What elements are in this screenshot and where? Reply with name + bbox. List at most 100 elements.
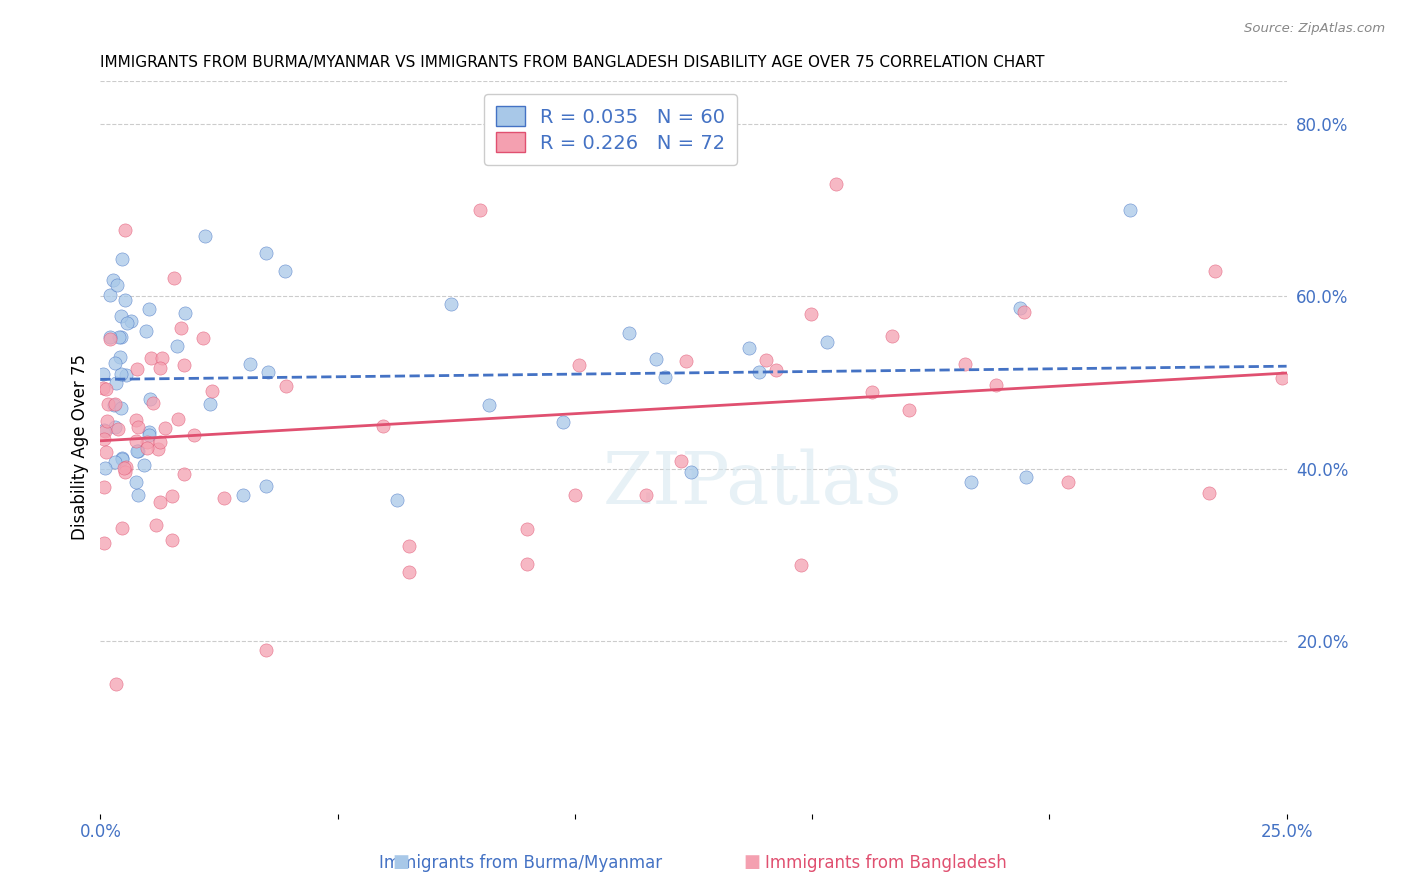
Legend: R = 0.035   N = 60, R = 0.226   N = 72: R = 0.035 N = 60, R = 0.226 N = 72: [484, 95, 737, 165]
Y-axis label: Disability Age Over 75: Disability Age Over 75: [72, 354, 89, 541]
Point: [860, 384, 883, 399]
Point: [276, 379, 298, 393]
Point: [755, 353, 778, 368]
Point: [94, 445, 117, 459]
Point: [239, 357, 262, 371]
Point: [103, 455, 125, 469]
Point: [634, 488, 657, 502]
Point: [960, 475, 983, 490]
Point: [104, 356, 127, 370]
Point: [120, 314, 142, 328]
Point: [135, 324, 157, 338]
Point: [115, 316, 138, 330]
Point: [984, 377, 1007, 392]
Point: [101, 273, 124, 287]
Point: [141, 351, 163, 365]
Point: [150, 351, 173, 366]
Point: [110, 401, 132, 416]
Point: [127, 443, 149, 458]
Point: [114, 223, 136, 237]
Point: [115, 460, 138, 475]
Point: [953, 357, 976, 371]
Point: [93, 432, 115, 446]
Point: [127, 443, 149, 458]
Point: [254, 246, 277, 260]
Point: [747, 365, 769, 379]
Point: [162, 489, 184, 503]
Point: [198, 397, 221, 411]
Point: [138, 302, 160, 317]
Point: [765, 363, 787, 377]
Point: [1198, 486, 1220, 500]
Point: [212, 491, 235, 505]
Point: [173, 467, 195, 482]
Point: [142, 396, 165, 410]
Point: [98, 288, 121, 302]
Text: Immigrants from Bangladesh: Immigrants from Bangladesh: [765, 855, 1007, 872]
Point: [111, 451, 134, 466]
Point: [110, 368, 132, 382]
Point: [257, 365, 280, 379]
Point: [96, 414, 118, 428]
Point: [617, 326, 640, 341]
Point: [815, 335, 838, 350]
Point: [127, 419, 149, 434]
Point: [824, 178, 846, 192]
Point: [96, 382, 118, 396]
Point: [194, 229, 217, 244]
Point: [274, 263, 297, 277]
Point: [111, 521, 134, 535]
Point: [127, 488, 149, 502]
Point: [114, 465, 136, 479]
Point: [232, 488, 254, 502]
Point: [174, 306, 197, 320]
Point: [1057, 475, 1080, 489]
Point: [111, 450, 134, 465]
Point: [790, 558, 813, 572]
Text: ■: ■: [392, 853, 409, 871]
Point: [173, 358, 195, 372]
Point: [110, 330, 132, 344]
Point: [114, 293, 136, 307]
Text: ZIPatlas: ZIPatlas: [603, 449, 903, 519]
Point: [170, 320, 193, 334]
Point: [1014, 470, 1036, 484]
Point: [516, 522, 538, 536]
Point: [115, 368, 138, 383]
Point: [191, 331, 214, 345]
Point: [108, 330, 131, 344]
Point: [1012, 304, 1035, 318]
Point: [468, 203, 491, 218]
Point: [93, 480, 115, 494]
Point: [163, 271, 186, 285]
Text: Immigrants from Burma/Myanmar: Immigrants from Burma/Myanmar: [378, 855, 662, 872]
Point: [645, 351, 668, 366]
Point: [138, 428, 160, 442]
Point: [516, 557, 538, 571]
Point: [800, 307, 823, 321]
Point: [1271, 371, 1294, 385]
Text: ■: ■: [744, 853, 761, 871]
Point: [108, 350, 131, 364]
Point: [478, 397, 501, 411]
Point: [568, 358, 591, 372]
Point: [93, 536, 115, 550]
Point: [112, 460, 135, 475]
Point: [103, 398, 125, 412]
Point: [105, 376, 128, 390]
Point: [371, 418, 394, 433]
Point: [254, 479, 277, 493]
Point: [149, 495, 172, 509]
Point: [104, 420, 127, 434]
Point: [104, 677, 127, 691]
Point: [679, 465, 702, 479]
Point: [105, 278, 128, 293]
Point: [104, 397, 127, 411]
Point: [136, 434, 159, 449]
Point: [387, 492, 409, 507]
Point: [97, 397, 120, 411]
Point: [398, 540, 420, 554]
Point: [160, 533, 183, 547]
Point: [553, 415, 575, 429]
Point: [149, 434, 172, 449]
